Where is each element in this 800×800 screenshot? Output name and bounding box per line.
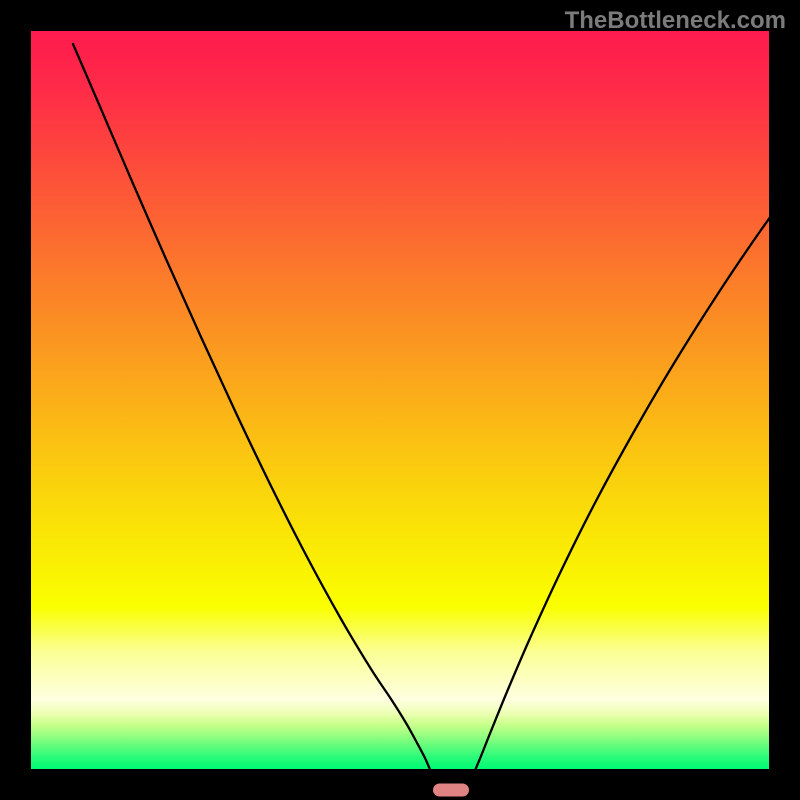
minimum-marker [433,784,469,797]
plot-background [31,31,769,769]
chart-canvas: TheBottleneck.com [0,0,800,800]
watermark-text: TheBottleneck.com [565,7,786,35]
